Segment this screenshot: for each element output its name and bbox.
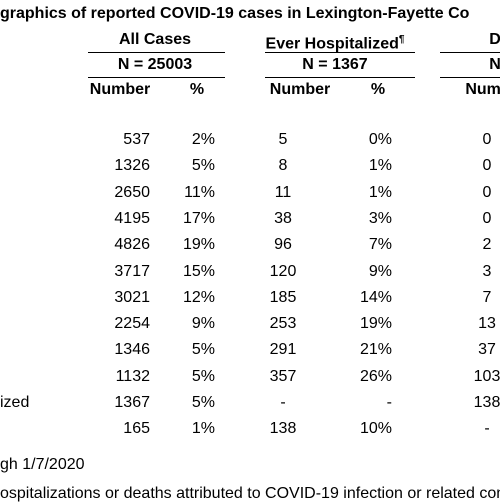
cell: 9% — [368, 262, 392, 280]
cell: 0 — [482, 131, 492, 148]
rule — [88, 77, 225, 78]
cell: 3% — [368, 209, 392, 227]
cell: 3021 — [114, 288, 150, 306]
cell: 19% — [182, 236, 215, 254]
rule — [265, 77, 415, 78]
cell: - — [280, 394, 286, 411]
cell: 0% — [368, 131, 392, 148]
cell: 8 — [278, 157, 288, 175]
group-n: N = 1367 — [302, 56, 368, 73]
cell: 5% — [191, 367, 215, 385]
cell: 12% — [182, 288, 215, 306]
cell: 103 — [473, 367, 500, 385]
table-title: graphics of reported COVID-19 cases in L… — [0, 5, 470, 22]
cell: 4826 — [114, 236, 150, 254]
cell: 3717 — [114, 262, 150, 280]
cell: 37 — [478, 341, 496, 359]
cell: 1% — [191, 420, 215, 438]
rule — [440, 77, 500, 78]
cell: 185 — [269, 288, 297, 306]
cell: 21% — [359, 341, 392, 359]
cell: 19% — [359, 315, 392, 333]
group-header: Ever Hospitalized¶ — [265, 34, 405, 53]
rule — [265, 52, 415, 53]
cell: 0 — [482, 157, 492, 175]
cell: 1367 — [114, 394, 150, 411]
cell: 13 — [478, 315, 496, 333]
cell: 253 — [269, 315, 297, 333]
rule — [440, 52, 500, 53]
cell: 5% — [191, 341, 215, 359]
cell: 165 — [123, 420, 150, 438]
group-header: D — [489, 31, 500, 48]
cell: 11 — [274, 183, 292, 201]
cell: 1132 — [115, 367, 150, 385]
footnote: ospitalizations or deaths attributed to … — [0, 485, 500, 502]
rule — [88, 52, 225, 53]
cell: 0 — [482, 183, 492, 201]
cell: 357 — [269, 367, 297, 385]
column-header: Number — [89, 81, 151, 98]
group-n: N — [489, 56, 500, 73]
cell: 7% — [368, 236, 392, 254]
cell: 2 — [482, 236, 492, 254]
cell: 1326 — [114, 157, 150, 175]
cell: 26% — [359, 367, 392, 385]
cell: 120 — [269, 262, 297, 280]
cell: 11% — [184, 183, 215, 201]
cell: 2% — [191, 131, 215, 148]
cell: 5% — [191, 157, 215, 175]
cell: 5 — [278, 131, 288, 148]
cell: 1% — [368, 183, 392, 201]
group-header: All Cases — [118, 31, 192, 48]
cell: 4195 — [114, 209, 150, 227]
cell: - — [484, 420, 490, 438]
cell: - — [386, 394, 392, 411]
cell: 2254 — [114, 315, 150, 333]
cell: 2650 — [114, 183, 150, 201]
cell: 537 — [123, 131, 150, 148]
cell: 0 — [482, 209, 492, 227]
cell: 291 — [269, 341, 297, 359]
cell: 5% — [191, 394, 215, 411]
cell: 138 — [269, 420, 297, 438]
cell: 14% — [359, 288, 392, 306]
footnote: gh 1/7/2020 — [0, 456, 85, 473]
cell: 1346 — [114, 341, 150, 359]
cell: 96 — [274, 236, 292, 254]
group-n: N = 25003 — [117, 56, 193, 73]
row-label: ized — [0, 394, 30, 411]
column-header: % — [370, 81, 386, 98]
cell: 7 — [482, 288, 492, 306]
cell: 3 — [482, 262, 492, 280]
footnote-mark: ¶ — [398, 34, 405, 45]
cell: 10% — [359, 420, 392, 438]
cell: 138 — [473, 394, 500, 411]
cell: 17% — [182, 209, 215, 227]
cell: 9% — [191, 315, 215, 333]
column-header: Number — [269, 81, 331, 98]
column-header: Numb — [465, 81, 500, 98]
column-header: % — [189, 81, 205, 98]
cell: 15% — [182, 262, 215, 280]
cell: 1% — [368, 157, 392, 175]
cell: 38 — [274, 209, 292, 227]
